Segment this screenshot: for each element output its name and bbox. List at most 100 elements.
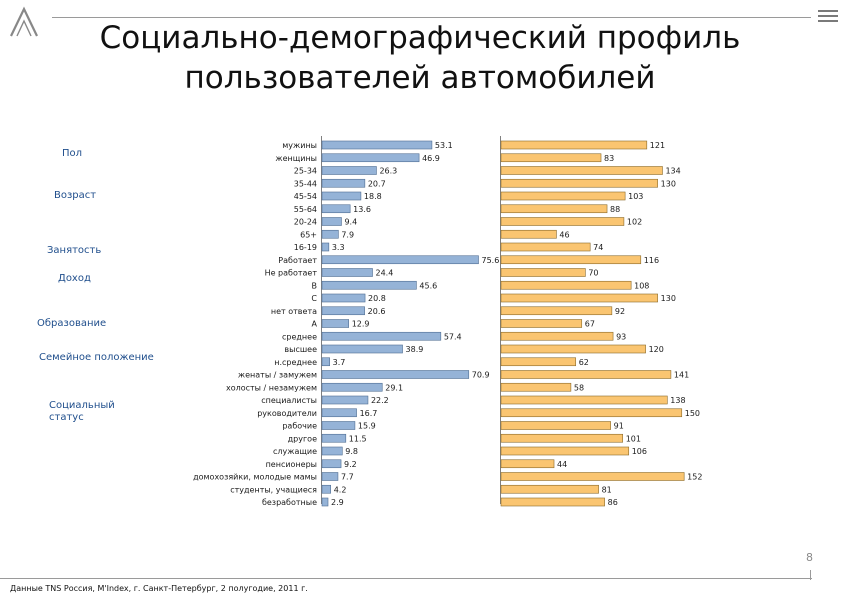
index-value-label: 46 [559,230,569,239]
share-value-label: 2.9 [331,498,344,507]
index-bar [500,446,630,456]
share-value-label: 4.2 [334,485,347,494]
page-title: Социально-демографический профиль пользо… [60,18,780,98]
share-value-label: 3.3 [332,243,345,252]
index-value-label: 58 [574,383,584,392]
category-label: 65+ [300,230,317,239]
index-value-label: 134 [665,167,680,176]
share-bar [321,306,365,316]
share-bar [321,319,350,328]
share-bar [321,140,433,150]
share-bar [321,446,343,456]
share-bar [321,242,330,252]
index-value-label: 44 [557,460,567,469]
share-value-label: 9.4 [344,218,357,227]
index-value-label: 81 [602,485,612,494]
share-value-label: 12.9 [352,320,370,329]
category-marital: Семейное положение [39,352,154,363]
share-value-label: 29.1 [385,383,403,392]
share-value-label: 3.7 [333,358,346,367]
share-bar [321,370,470,379]
index-value-label: 138 [670,396,685,405]
index-bar [500,459,555,469]
menu-lines-icon [818,10,838,25]
category-gender: Пол [62,148,83,159]
share-value-label: 9.8 [345,447,358,456]
category-label: Работает [278,256,317,265]
category-label: служащие [273,447,317,456]
index-bar [500,344,646,354]
share-value-label: 53.1 [435,141,453,150]
share-value-label: 22.2 [371,396,389,405]
category-label: студенты, учащиеся [230,485,317,494]
category-label: мужины [282,141,317,150]
index-bar [500,178,658,188]
share-value-label: 7.9 [341,230,354,239]
category-label: 25-34 [294,167,317,176]
share-value-label: 11.5 [349,434,367,443]
index-bar [500,382,572,392]
category-social-line-1: Социальный [49,400,115,411]
index-value-label: 62 [579,358,589,367]
category-label: н.среднее [274,358,317,367]
index-bar [500,472,685,481]
category-label: C [311,294,317,303]
index-value-label: 106 [632,447,647,456]
index-value-label: 130 [661,294,676,303]
index-bar [500,268,586,277]
category-label: среднее [282,332,317,341]
index-bar [500,153,602,163]
index-bar [500,433,624,443]
share-value-label: 9.2 [344,460,357,469]
index-bar [500,319,583,328]
share-bar [321,293,366,303]
category-label: рабочие [282,422,317,431]
share-value-label: 24.4 [376,269,394,278]
share-value-label: 16.7 [360,409,378,418]
title-line-2: пользователей автомобилей [184,60,656,96]
index-value-label: 67 [585,320,595,329]
share-bar [321,268,373,277]
share-value-label: 20.7 [368,179,386,188]
index-value-label: 120 [649,345,664,354]
share-bar [321,217,342,226]
index-value-label: 91 [614,422,624,431]
share-bar [321,421,356,430]
index-value-label: 150 [685,409,700,418]
category-label: 55-64 [294,205,317,214]
bottom-rule-tick [810,570,811,580]
index-value-label: 141 [674,371,689,380]
share-value-label: 57.4 [444,332,462,341]
share-bar [321,484,331,494]
category-label: B [312,281,318,290]
index-value-label: 152 [687,473,702,482]
index-bar [500,408,683,418]
top-rule [52,17,811,18]
category-label: высшее [284,345,317,354]
index-value-label: 101 [626,434,641,443]
share-value-label: 18.8 [364,192,382,201]
share-bar [321,395,369,405]
index-bar [500,497,605,507]
index-value-label: 74 [593,243,603,252]
share-bar [321,382,383,392]
share-bar [321,229,339,239]
share-bar [321,357,330,367]
category-label: домохозяйки, молодые мамы [193,473,317,482]
index-bar [500,370,672,379]
category-label: женаты / замужем [238,371,317,380]
share-bar [321,472,339,481]
category-label: 45-54 [294,192,317,201]
category-label: специалисты [261,396,317,405]
bottom-rule [0,578,812,579]
index-bar [500,357,577,367]
index-bar [500,191,626,201]
source-note: Данные TNS Россия, M'Index, г. Санкт-Пет… [10,584,308,593]
category-income: Доход [58,273,91,284]
share-bar [321,204,351,214]
share-value-label: 15.9 [358,422,376,431]
share-bar [321,331,442,341]
index-bar [500,280,632,290]
share-bar [321,255,479,265]
